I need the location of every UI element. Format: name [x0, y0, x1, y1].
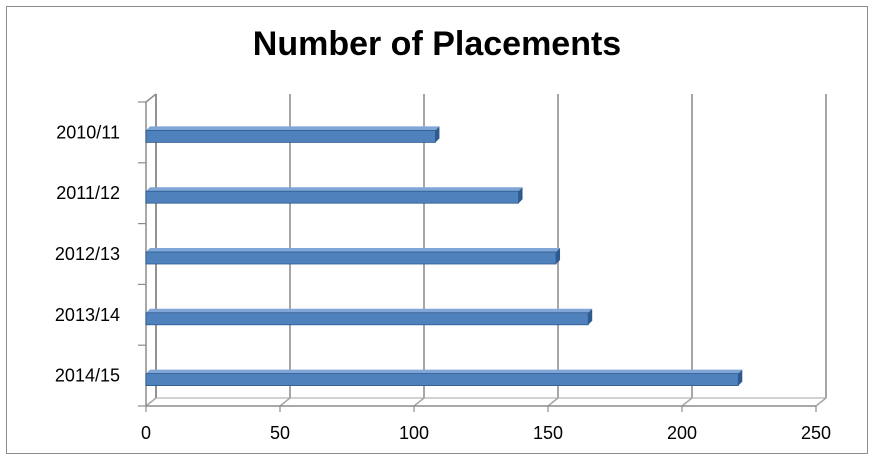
- x-tick-label-150: 150: [533, 423, 563, 443]
- x-tick-label-0: 0: [141, 423, 151, 443]
- y-tick-label-2011/12: 2011/12: [56, 183, 120, 203]
- x-tick-label-50: 50: [270, 423, 290, 443]
- bar-2014/15: [145, 369, 743, 387]
- bar-end-2011/12: [518, 187, 523, 204]
- bars: [145, 126, 743, 387]
- bar-front-2013/14: [145, 312, 589, 326]
- bar-2010/11: [145, 126, 440, 143]
- x-tick-label-100: 100: [399, 423, 429, 443]
- floor-line-100: [413, 397, 425, 407]
- bar-end-2012/13: [556, 248, 561, 264]
- bar-2011/12: [145, 187, 523, 204]
- floor-line-200: [681, 397, 693, 407]
- bar-end-2013/14: [588, 308, 593, 325]
- y-tick-label-2013/14: 2013/14: [55, 305, 120, 325]
- floor-line-0: [145, 397, 157, 407]
- bar-end-2010/11: [435, 126, 440, 143]
- bar-front-2010/11: [145, 129, 436, 143]
- bar-top-2011/12: [146, 187, 523, 192]
- bar-end-2014/15: [738, 369, 743, 386]
- bar-top-2010/11: [146, 126, 440, 131]
- y-tick-label-2010/11: 2010/11: [56, 122, 120, 142]
- y-tick-label-2012/13: 2012/13: [55, 244, 120, 264]
- bar-front-2014/15: [145, 373, 739, 387]
- x-tick-label-250: 250: [801, 423, 831, 443]
- bar-2012/13: [145, 248, 561, 265]
- bar-top-2014/15: [146, 369, 743, 374]
- bar-top-2012/13: [146, 248, 561, 252]
- bar-front-2011/12: [145, 190, 519, 204]
- x-tick-label-200: 200: [667, 423, 697, 443]
- y-axis-labels: 2010/11 2011/12 2012/13 2013/14 2014/15: [55, 122, 120, 385]
- floor-line-250: [815, 397, 827, 407]
- floor-line-50: [279, 397, 291, 407]
- axes: [138, 93, 826, 412]
- y-axis-top-edge: [145, 93, 157, 103]
- bar-top-2013/14: [146, 308, 593, 313]
- gridlines: [145, 94, 827, 407]
- bar-front-2012/13: [145, 251, 557, 265]
- bar-2013/14: [145, 308, 593, 326]
- chart-title: Number of Placements: [252, 25, 622, 63]
- y-tick-label-2014/15: 2014/15: [55, 366, 120, 386]
- floor-line-150: [547, 397, 559, 407]
- x-axis-labels: 0 50 100 150 200 250: [141, 423, 831, 443]
